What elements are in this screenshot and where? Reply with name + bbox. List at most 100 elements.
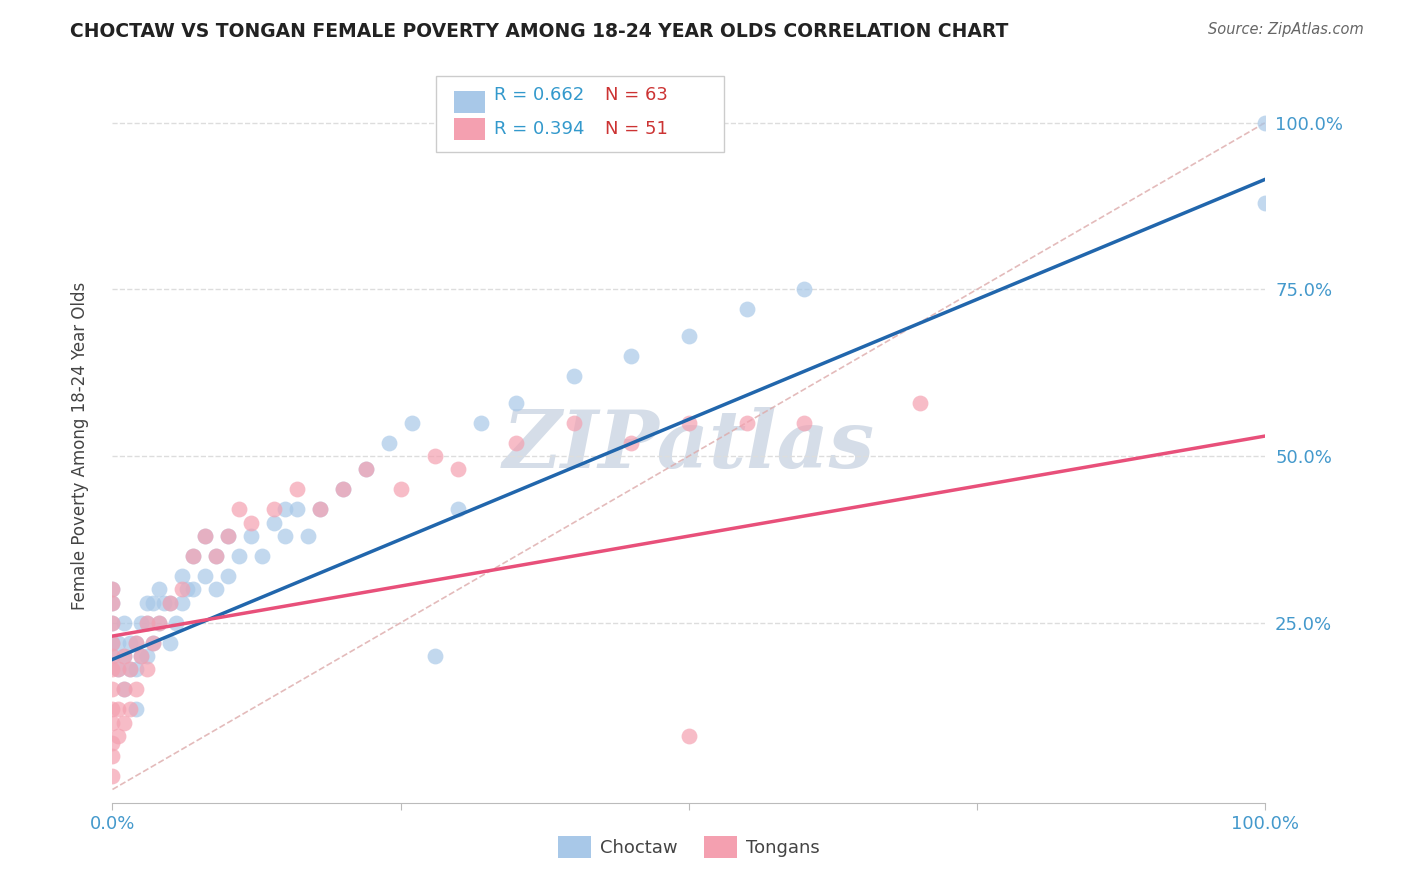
- Point: [101, 682, 124, 697]
- Text: R = 0.662: R = 0.662: [494, 87, 583, 104]
- Point: [112, 649, 135, 664]
- Point: [136, 662, 159, 676]
- Point: [562, 368, 585, 383]
- Text: R = 0.394: R = 0.394: [494, 120, 583, 138]
- Point: [101, 582, 124, 597]
- Point: [148, 582, 170, 597]
- Point: [297, 529, 319, 543]
- Point: [118, 662, 141, 676]
- Point: [129, 649, 153, 664]
- Point: [620, 435, 643, 450]
- Point: [194, 529, 217, 543]
- Point: [101, 702, 124, 716]
- Point: [101, 596, 124, 610]
- Point: [118, 662, 141, 676]
- Point: [101, 649, 124, 664]
- Text: Source: ZipAtlas.com: Source: ZipAtlas.com: [1208, 22, 1364, 37]
- Point: [181, 582, 204, 597]
- Point: [1254, 195, 1277, 210]
- Point: [170, 596, 193, 610]
- Point: [309, 502, 332, 516]
- Point: [425, 649, 447, 664]
- Point: [118, 702, 141, 716]
- Point: [620, 349, 643, 363]
- Point: [101, 662, 124, 676]
- Point: [274, 502, 297, 516]
- Point: [148, 615, 170, 630]
- Point: [678, 416, 700, 430]
- Point: [136, 649, 159, 664]
- Point: [205, 549, 228, 563]
- Point: [194, 569, 217, 583]
- Point: [165, 615, 187, 630]
- Point: [118, 636, 141, 650]
- Point: [124, 682, 146, 697]
- Point: [205, 582, 228, 597]
- Point: [735, 302, 758, 317]
- Point: [181, 549, 204, 563]
- Point: [793, 282, 815, 296]
- Point: [194, 529, 217, 543]
- Point: [274, 529, 297, 543]
- Point: [401, 416, 423, 430]
- Point: [136, 615, 159, 630]
- Point: [378, 435, 401, 450]
- Point: [389, 483, 412, 497]
- Point: [101, 636, 124, 650]
- Point: [124, 636, 146, 650]
- Point: [107, 662, 129, 676]
- Text: CHOCTAW VS TONGAN FEMALE POVERTY AMONG 18-24 YEAR OLDS CORRELATION CHART: CHOCTAW VS TONGAN FEMALE POVERTY AMONG 1…: [70, 22, 1008, 41]
- Point: [101, 649, 124, 664]
- Point: [735, 416, 758, 430]
- Point: [136, 615, 159, 630]
- Point: [107, 729, 129, 743]
- Point: [124, 636, 146, 650]
- Point: [159, 636, 181, 650]
- Text: N = 63: N = 63: [605, 87, 668, 104]
- Point: [447, 462, 470, 476]
- Point: [159, 596, 181, 610]
- Point: [285, 502, 308, 516]
- Text: ZIPatlas: ZIPatlas: [503, 408, 875, 484]
- Point: [1254, 115, 1277, 129]
- Point: [101, 596, 124, 610]
- Point: [142, 596, 165, 610]
- Point: [101, 615, 124, 630]
- Point: [263, 516, 285, 530]
- Point: [142, 636, 165, 650]
- Point: [263, 502, 285, 516]
- Point: [205, 549, 228, 563]
- Point: [107, 636, 129, 650]
- Point: [101, 736, 124, 750]
- Point: [354, 462, 377, 476]
- Point: [159, 596, 181, 610]
- Point: [101, 636, 124, 650]
- Point: [354, 462, 377, 476]
- Point: [239, 529, 262, 543]
- Point: [153, 596, 176, 610]
- Point: [129, 649, 153, 664]
- Point: [101, 749, 124, 764]
- Point: [908, 395, 931, 409]
- Point: [332, 483, 354, 497]
- Point: [112, 615, 135, 630]
- Point: [112, 715, 135, 730]
- Y-axis label: Female Poverty Among 18-24 Year Olds: Female Poverty Among 18-24 Year Olds: [70, 282, 89, 610]
- Point: [129, 615, 153, 630]
- Point: [285, 483, 308, 497]
- Point: [101, 582, 124, 597]
- Point: [239, 516, 262, 530]
- Point: [101, 769, 124, 783]
- Point: [136, 596, 159, 610]
- Point: [505, 435, 527, 450]
- Point: [217, 569, 239, 583]
- Point: [101, 715, 124, 730]
- Point: [217, 529, 239, 543]
- Point: [562, 416, 585, 430]
- Point: [170, 569, 193, 583]
- Point: [181, 549, 204, 563]
- Point: [142, 636, 165, 650]
- Point: [447, 502, 470, 516]
- Point: [107, 702, 129, 716]
- Point: [112, 649, 135, 664]
